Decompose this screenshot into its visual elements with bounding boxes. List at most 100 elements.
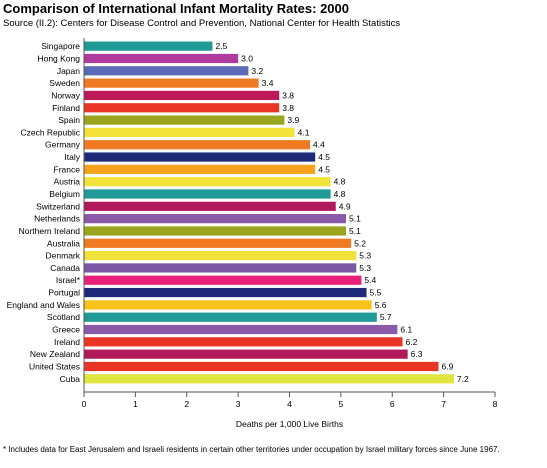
- value-label: 4.5: [318, 152, 330, 162]
- bar: [84, 164, 316, 174]
- bar: [84, 103, 280, 113]
- category-label: France: [54, 164, 81, 174]
- bar: [84, 337, 403, 347]
- bar: [84, 312, 377, 322]
- x-axis-label: Deaths per 1,000 Live Births: [236, 419, 343, 429]
- bar: [84, 53, 239, 64]
- bar: [84, 251, 357, 261]
- x-tick-label: 3: [236, 399, 241, 409]
- bar: [84, 152, 316, 162]
- bar: [84, 275, 362, 285]
- x-tick-label: 7: [441, 399, 446, 409]
- value-label: 5.3: [359, 263, 371, 273]
- category-label: Czech Republic: [20, 127, 80, 137]
- bar: [84, 300, 372, 310]
- value-label: 6.2: [406, 337, 418, 347]
- x-tick-label: 2: [184, 399, 189, 409]
- category-label: Switzerland: [36, 201, 80, 211]
- x-tick-label: 8: [493, 399, 498, 409]
- value-label: 5.7: [380, 312, 392, 322]
- value-label: 3.0: [241, 53, 253, 63]
- category-label: Japan: [57, 66, 80, 76]
- category-label: United States: [29, 361, 80, 371]
- category-label: Israel*: [56, 275, 81, 285]
- value-label: 5.2: [354, 238, 366, 248]
- bar: [84, 140, 311, 150]
- footnote: * Includes data for East Jerusalem and I…: [3, 445, 500, 454]
- category-label: Cuba: [60, 374, 81, 384]
- value-label: 3.8: [282, 90, 294, 100]
- bar: [84, 127, 295, 137]
- x-tick-label: 6: [390, 399, 395, 409]
- category-label: Italy: [64, 152, 80, 162]
- value-label: 5.1: [349, 226, 361, 236]
- value-label: 4.9: [339, 201, 351, 211]
- value-label: 5.6: [375, 300, 387, 310]
- bar: [84, 214, 347, 224]
- bar-chart: Singapore Hong Kong Japan Sweden Norway Finla…: [7, 38, 498, 429]
- bar: [84, 201, 336, 211]
- value-label: 5.3: [359, 251, 371, 261]
- bar: [84, 66, 249, 76]
- bar: [84, 78, 259, 88]
- bar: [84, 90, 280, 101]
- value-label: 3.9: [287, 115, 299, 125]
- category-label: Austria: [54, 177, 81, 187]
- x-tick-label: 1: [133, 399, 138, 409]
- value-label: 5.5: [370, 288, 382, 298]
- value-label: 4.1: [298, 127, 310, 137]
- chart-title: Comparison of International Infant Morta…: [3, 1, 349, 16]
- category-label: Singapore: [41, 41, 80, 51]
- category-label: Portugal: [48, 288, 80, 298]
- value-label: 4.5: [318, 164, 330, 174]
- bar: [84, 41, 213, 51]
- value-label: 2.5: [215, 41, 227, 51]
- x-tick-label: 4: [287, 399, 292, 409]
- bar: [84, 177, 331, 187]
- category-label: Denmark: [46, 251, 81, 261]
- category-label: Belgium: [49, 189, 80, 199]
- value-label: 5.4: [364, 275, 376, 285]
- value-label: 3.8: [282, 103, 294, 113]
- category-label: Finland: [52, 103, 80, 113]
- category-label: Hong Kong: [37, 53, 80, 63]
- category-label: Germany: [45, 140, 81, 150]
- bar: [84, 349, 408, 359]
- category-label: Sweden: [49, 78, 80, 88]
- category-label: Northern Ireland: [19, 226, 81, 236]
- bar: [84, 263, 357, 273]
- value-label: 6.1: [400, 325, 412, 335]
- category-label: England and Wales: [7, 300, 80, 310]
- value-label: 6.3: [411, 349, 423, 359]
- chart-subtitle: Source (II.2): Centers for Disease Contr…: [3, 18, 401, 29]
- category-label: Canada: [50, 263, 80, 273]
- value-label: 7.2: [457, 374, 469, 384]
- x-tick-label: 5: [339, 399, 344, 409]
- category-label: Netherlands: [34, 214, 80, 224]
- category-label: New Zealand: [30, 349, 80, 359]
- category-labels: Singapore Hong Kong Japan Sweden Norway Finla…: [7, 41, 81, 384]
- value-label: 4.8: [334, 189, 346, 199]
- category-label: Spain: [58, 115, 80, 125]
- x-tick-label: 0: [82, 399, 87, 409]
- bar: [84, 226, 347, 236]
- value-label: 6.9: [441, 361, 453, 371]
- category-label: Greece: [52, 325, 80, 335]
- bars: [84, 41, 454, 384]
- bar: [84, 361, 439, 372]
- category-label: Ireland: [54, 337, 80, 347]
- category-label: Scotland: [47, 312, 80, 322]
- bar: [84, 324, 398, 335]
- category-label: Norway: [51, 90, 81, 100]
- value-label: 4.8: [334, 177, 346, 187]
- value-label: 3.2: [251, 66, 263, 76]
- value-label: 5.1: [349, 214, 361, 224]
- bar: [84, 238, 352, 248]
- bar: [84, 189, 331, 199]
- value-labels: 2.5 3.0 3.2 3.4 3.8 3.8 3.9 4.14.4 4.5 4.5 4.8 4.8 4…: [215, 41, 469, 384]
- bar: [84, 115, 285, 125]
- bar: [84, 374, 454, 384]
- x-axis: 0 1 2 3 4 5 6 7 8: [82, 38, 498, 409]
- bar: [84, 287, 367, 298]
- value-label: 4.4: [313, 140, 325, 150]
